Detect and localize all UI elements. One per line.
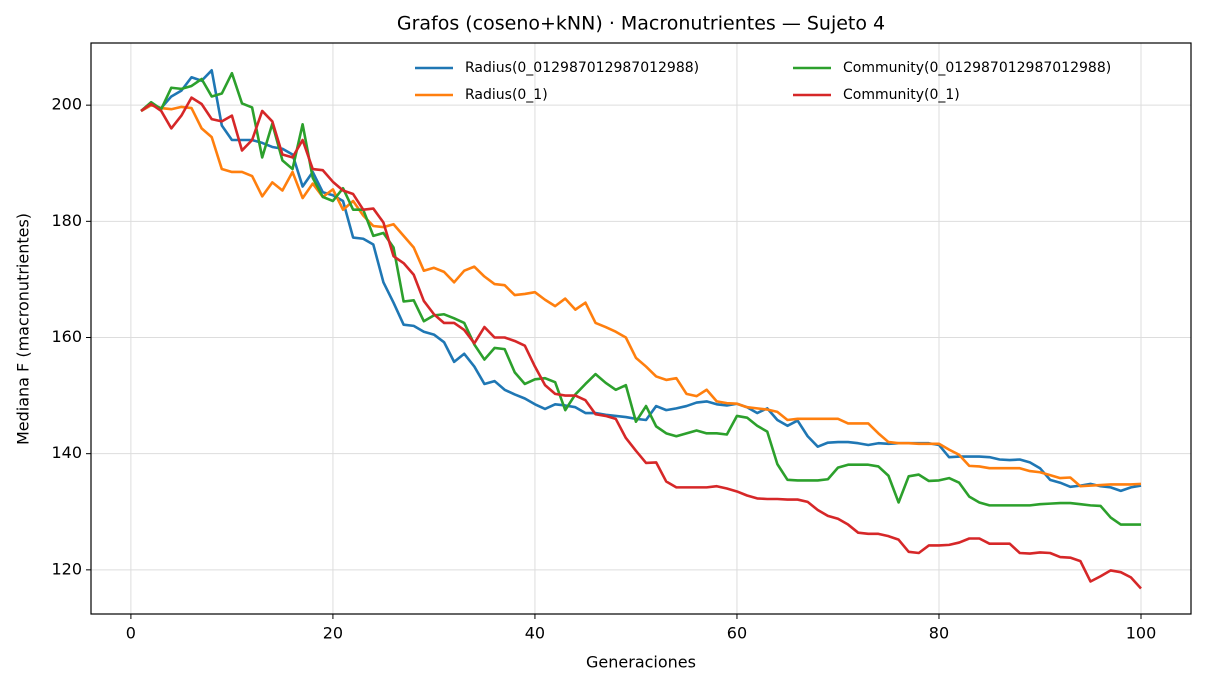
x-tick-label: 80 <box>929 624 949 643</box>
y-tick-label: 160 <box>51 327 82 346</box>
y-axis-label: Mediana F (macronutrientes) <box>14 213 33 445</box>
series-line <box>140 96 1142 590</box>
y-tick-label: 180 <box>51 211 82 230</box>
series-line <box>140 103 1142 488</box>
chart-title: Grafos (coseno+kNN) · Macronutrientes — … <box>397 13 885 35</box>
y-tick-label: 120 <box>51 559 82 578</box>
legend-label: Radius(0_1) <box>465 87 548 103</box>
x-tick-label: 20 <box>323 624 343 643</box>
legend-label: Radius(0_012987012987012988) <box>465 60 699 76</box>
x-tick-label: 40 <box>525 624 545 643</box>
x-tick-label: 60 <box>727 624 747 643</box>
x-axis-label: Generaciones <box>586 653 696 672</box>
plot-frame <box>90 42 1192 615</box>
y-tick-label: 200 <box>51 95 82 114</box>
series-line <box>140 69 1142 493</box>
legend-label: Community(0_012987012987012988) <box>843 60 1111 76</box>
x-tick-label: 100 <box>1126 624 1157 643</box>
x-tick-label: 0 <box>126 624 136 643</box>
legend-label: Community(0_1) <box>843 87 960 103</box>
y-tick-label: 140 <box>51 443 82 462</box>
